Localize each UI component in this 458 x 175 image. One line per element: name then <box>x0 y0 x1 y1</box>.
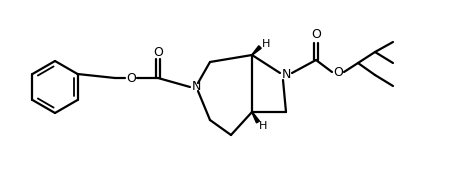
Text: N: N <box>191 80 201 93</box>
Text: O: O <box>126 72 136 85</box>
Polygon shape <box>252 112 260 123</box>
Text: N: N <box>281 68 291 82</box>
Text: O: O <box>333 65 343 79</box>
Text: O: O <box>153 46 163 58</box>
Text: H: H <box>259 121 267 131</box>
Text: H: H <box>262 39 270 49</box>
Polygon shape <box>252 46 261 55</box>
Text: O: O <box>311 29 321 41</box>
